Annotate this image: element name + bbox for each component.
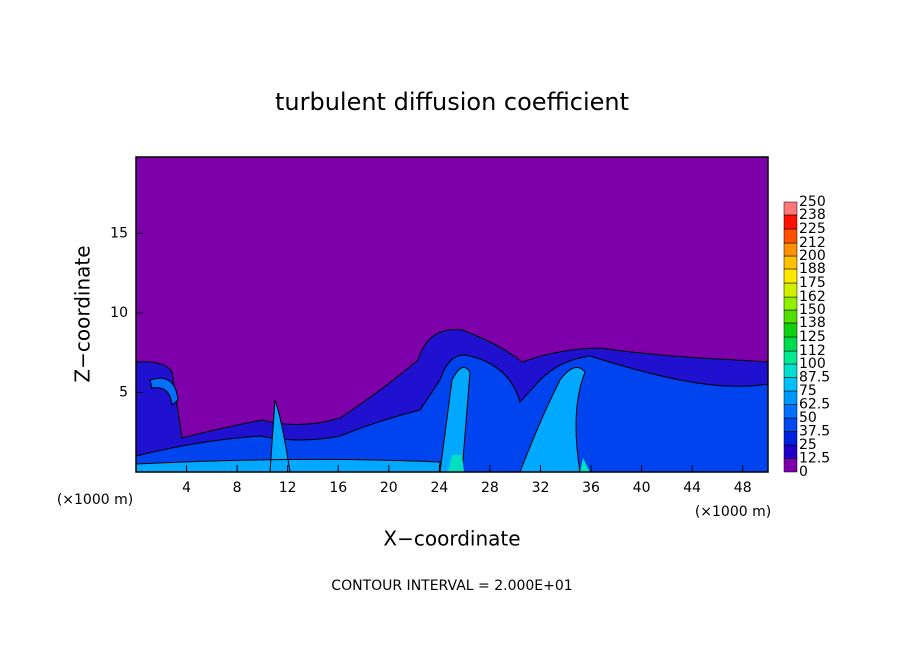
- plot-frame: [135, 156, 769, 473]
- x-tick-label: 8: [233, 480, 242, 496]
- colorbar-tick-label: 175: [799, 275, 826, 291]
- colorbar-tick-label: 150: [799, 302, 826, 318]
- colorbar-band: [783, 377, 798, 392]
- footnote: CONTOUR INTERVAL = 2.000E+01: [331, 578, 572, 594]
- colorbar-tick-label: 212: [799, 235, 826, 251]
- colorbar-band: [783, 214, 798, 230]
- colorbar-tick-label: 188: [799, 261, 826, 277]
- x-tick-label: 40: [633, 480, 651, 496]
- field: [136, 157, 768, 472]
- colorbar-tick-label: 50: [799, 410, 817, 426]
- colorbar-band: [783, 444, 798, 459]
- colorbar-band: [783, 296, 798, 311]
- colorbar-tick-label: 100: [799, 356, 826, 372]
- colorbar-tick-label: 87.5: [799, 370, 830, 386]
- colorbar-band: [783, 309, 798, 324]
- field-region: [149, 377, 179, 406]
- y-tick-label: 5: [119, 384, 128, 400]
- x-tick-label: 16: [329, 480, 347, 496]
- x-tick-label: 48: [734, 480, 752, 496]
- y-axis-label: Z−coordinate: [71, 245, 95, 382]
- y-tick-label: 10: [110, 305, 128, 321]
- colorbar-band: [783, 322, 798, 338]
- colorbar-band: [783, 336, 798, 352]
- colorbar-band: [783, 268, 798, 284]
- colorbar-tick-label: 125: [799, 329, 826, 345]
- x-tick-label: 20: [380, 480, 398, 496]
- x-tick-label: 28: [481, 480, 499, 496]
- x-tick-label: 36: [582, 480, 600, 496]
- x-tick-label: 44: [683, 480, 701, 496]
- colorbar-tick-label: 112: [799, 343, 826, 359]
- colorbar-band: [783, 255, 798, 270]
- x-tick-label: 32: [532, 480, 550, 496]
- x-axis-label: X−coordinate: [383, 527, 520, 551]
- colorbar-tick-label: 25: [799, 437, 817, 453]
- x-tick-label: 12: [279, 480, 297, 496]
- colorbar-tick-label: 62.5: [799, 397, 830, 413]
- chart-title: turbulent diffusion coefficient: [275, 88, 629, 116]
- colorbar-tick-label: 200: [799, 248, 826, 264]
- colorbar-band: [783, 282, 798, 298]
- colorbar-tick-label: 0: [799, 464, 808, 480]
- x-tick-label: 4: [182, 480, 191, 496]
- colorbar-band: [783, 417, 798, 432]
- colorbar-tick-label: 138: [799, 315, 826, 331]
- colorbar-tick-label: 238: [799, 207, 826, 223]
- x-unit-label: (×1000 m): [57, 492, 133, 508]
- colorbar-tick-label: 162: [799, 289, 826, 305]
- y-tick-label: 15: [110, 225, 128, 241]
- colorbar-tick-label: 12.5: [799, 451, 830, 467]
- colorbar-band: [783, 404, 798, 419]
- colorbar-tick-label: 225: [799, 221, 826, 237]
- colorbar-band: [783, 390, 798, 405]
- colorbar-band: [783, 201, 798, 216]
- colorbar-band: [783, 363, 798, 378]
- colorbar-band: [783, 228, 798, 244]
- colorbar-tick-label: 250: [799, 194, 826, 210]
- colorbar-band: [783, 350, 798, 365]
- colorbar-tick-label: 75: [799, 383, 817, 399]
- colorbar-band: [783, 431, 798, 446]
- x-tick-label: 24: [430, 480, 448, 496]
- colorbar-band: [783, 242, 798, 257]
- field-region: [448, 455, 590, 472]
- field-region: [136, 367, 586, 472]
- colorbar-tick-label: 37.5: [799, 424, 830, 440]
- colorbar-band: [783, 458, 798, 473]
- x-unit-label: (×1000 m): [695, 504, 771, 520]
